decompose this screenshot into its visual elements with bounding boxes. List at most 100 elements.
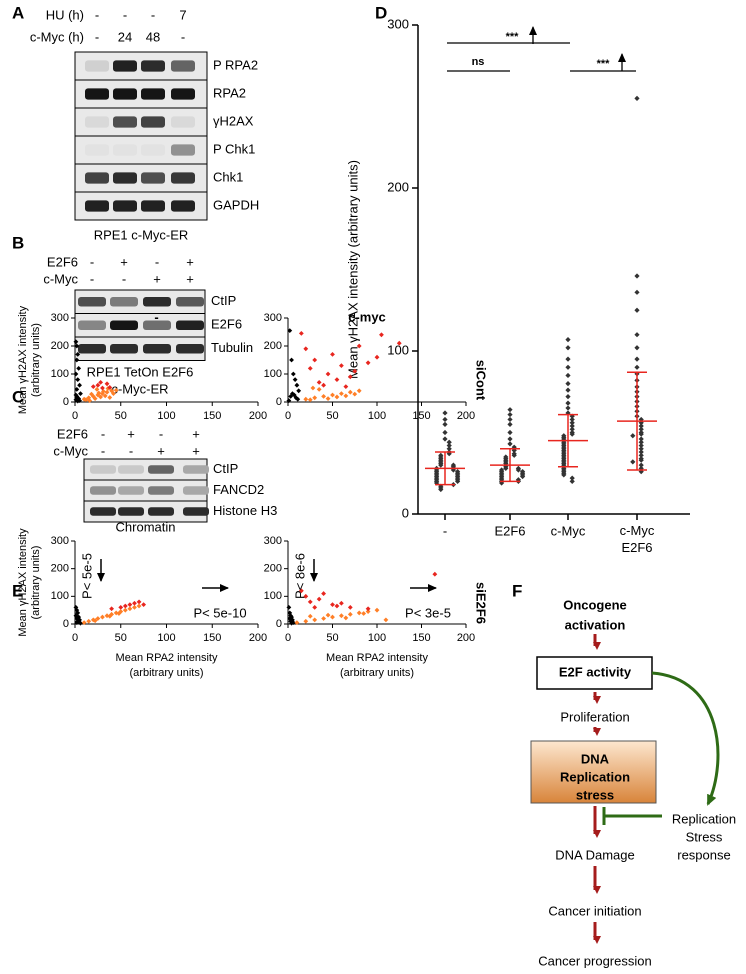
band — [85, 60, 109, 72]
data-point — [95, 382, 101, 388]
data-point — [634, 356, 640, 362]
data-point — [303, 618, 309, 624]
band — [176, 344, 204, 354]
data-point — [87, 398, 93, 403]
condition-value: - — [155, 254, 159, 269]
band — [118, 465, 144, 474]
data-point — [76, 366, 82, 371]
x-tick-label: 0 — [285, 410, 291, 422]
data-point — [569, 426, 575, 432]
data-point — [442, 416, 448, 423]
y-tick-label: 100 — [264, 590, 282, 602]
data-point — [132, 600, 137, 606]
data-point — [298, 588, 304, 594]
data-point — [111, 391, 116, 396]
data-point — [569, 413, 575, 419]
flow-step: Cancer initiation — [548, 903, 641, 918]
data-point — [330, 614, 335, 620]
band — [141, 116, 165, 128]
y-tick-label: 100 — [51, 368, 69, 380]
data-point — [507, 407, 513, 413]
data-point — [565, 364, 571, 370]
data-point — [104, 381, 110, 387]
data-point — [107, 613, 113, 619]
data-point — [74, 357, 80, 363]
data-point — [347, 374, 353, 380]
y-tick-label: 0 — [276, 396, 282, 408]
band — [171, 88, 195, 100]
blot-caption: Chromatin — [116, 519, 176, 534]
data-point — [442, 429, 448, 436]
data-point — [396, 340, 402, 346]
data-point — [630, 433, 636, 439]
data-point — [347, 605, 353, 610]
data-point — [330, 392, 335, 398]
band — [113, 200, 137, 212]
condition-value: - — [122, 271, 126, 286]
band — [171, 200, 195, 212]
data-point — [122, 607, 128, 613]
feedback-text: Replication — [672, 811, 736, 826]
x-tick-label: 150 — [203, 410, 221, 422]
data-point — [383, 617, 389, 623]
data-point — [515, 467, 521, 473]
significance-label: ns — [472, 56, 485, 68]
data-point — [507, 441, 513, 447]
data-point — [507, 429, 513, 436]
data-point — [73, 371, 79, 377]
y-axis-title: (arbitrary units) — [30, 546, 42, 620]
feedback-text: response — [677, 847, 730, 862]
data-point — [634, 273, 640, 279]
band — [113, 116, 137, 128]
x-tick-label: 200 — [457, 410, 475, 422]
band — [85, 200, 109, 212]
band-label: Chk1 — [213, 169, 243, 184]
condition-value: - — [101, 443, 105, 458]
condition-value: - — [95, 29, 99, 44]
band — [85, 144, 109, 156]
data-point — [507, 436, 513, 442]
data-point — [634, 289, 640, 295]
band — [176, 320, 204, 330]
data-point — [74, 620, 80, 626]
data-point — [90, 384, 96, 389]
data-point — [446, 446, 452, 452]
flow-step: DNA — [581, 751, 610, 766]
data-point — [438, 486, 444, 493]
data-point — [638, 462, 644, 468]
data-point — [96, 390, 102, 396]
x-tick-label: 100 — [157, 632, 175, 644]
band-label: CtIP — [211, 293, 236, 308]
data-point — [565, 345, 571, 351]
significance-label: *** — [597, 58, 611, 70]
band — [110, 344, 138, 354]
data-point — [136, 603, 142, 609]
data-point — [102, 393, 108, 399]
band — [171, 144, 195, 156]
data-point — [303, 593, 309, 599]
data-point — [316, 596, 322, 602]
x-axis-title: (arbitrary units) — [340, 667, 414, 679]
data-point — [569, 420, 575, 426]
band — [90, 486, 116, 495]
data-point — [132, 605, 137, 610]
data-point — [321, 382, 326, 388]
data-point — [295, 396, 301, 402]
data-point — [75, 377, 81, 382]
x-tick-label: 0 — [285, 632, 291, 644]
condition-name: E2F6 — [47, 254, 78, 269]
data-point — [379, 332, 384, 338]
data-point — [94, 387, 100, 392]
data-point — [81, 620, 87, 626]
band-label: P RPA2 — [213, 57, 258, 72]
data-point — [136, 599, 142, 605]
data-point — [365, 609, 371, 614]
condition-name: c-Myc — [53, 443, 88, 458]
data-point — [638, 446, 644, 452]
panel-label: D — [375, 3, 387, 22]
x-tick-label: E2F6 — [494, 523, 525, 538]
data-point — [312, 605, 318, 610]
band — [78, 320, 106, 330]
data-point — [339, 391, 344, 396]
p-value: P< 3e-5 — [405, 605, 451, 620]
